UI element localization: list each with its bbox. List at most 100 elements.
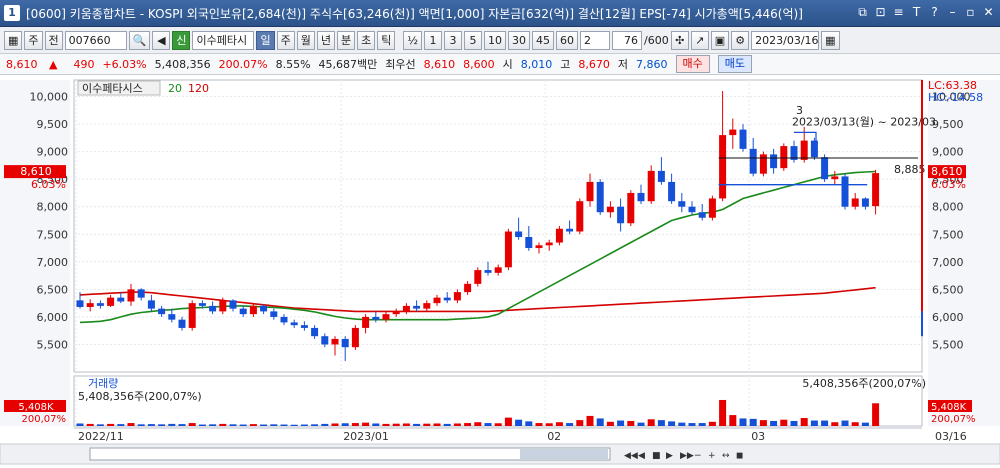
left-volume-pct: 200,07% (22, 414, 67, 425)
quote-bar: 8,610 ▲ 490 +6.03% 5,408,356 200.07% 8.5… (0, 54, 1000, 75)
buy-button[interactable]: 매수 (675, 55, 710, 73)
speaker-icon[interactable]: ◀ (152, 30, 171, 50)
range-total: /600 (644, 33, 669, 47)
current-price: 8,610 ▲ (6, 57, 58, 71)
volume-bar (698, 423, 706, 426)
nav-control-icon[interactable]: + (708, 451, 716, 461)
nav-control-icon[interactable]: ◼ (736, 451, 743, 461)
help-icon[interactable]: ? (931, 5, 938, 19)
volume-bar (759, 420, 767, 426)
candle-body (474, 270, 482, 284)
trend-icon[interactable]: ↗ (690, 30, 709, 50)
y-tick-label-right: 6,000 (932, 311, 964, 324)
period-week-button[interactable]: 주 (276, 30, 295, 50)
volume-bar (708, 421, 716, 426)
volume-bar (341, 423, 349, 426)
volume-bar (270, 424, 278, 426)
volume-bar (535, 423, 543, 426)
volume-bar (249, 424, 257, 426)
gear-icon[interactable]: ⚙ (731, 30, 750, 50)
count-select[interactable]: 2 (580, 30, 611, 50)
period-day-button[interactable]: 일 (256, 30, 275, 50)
best-label: 최우선 (385, 58, 416, 71)
interval-half-button[interactable]: ½ (403, 30, 423, 50)
nav-control-icon[interactable]: ■ (652, 451, 661, 461)
candle-body (249, 305, 257, 315)
volume-value: 5,408,356 (154, 57, 211, 71)
volume-bar (86, 423, 94, 426)
interval-45-button[interactable]: 45 (532, 30, 555, 50)
stock-type-select[interactable]: 주 (24, 30, 43, 50)
tools-icon[interactable]: ✣ (670, 30, 689, 50)
save-icon[interactable]: ▣ (710, 30, 730, 50)
interval-30-button[interactable]: 30 (508, 30, 531, 50)
link-icon[interactable]: ⧉ (858, 5, 867, 19)
nav-control-icon[interactable]: ▶ (666, 451, 673, 461)
lock-icon[interactable]: ⊡ (875, 5, 886, 19)
volume-bar (831, 422, 839, 426)
search-icon[interactable]: 🔍 (128, 30, 151, 50)
open-value: 8,010 (520, 57, 553, 71)
candle-body (239, 308, 247, 315)
y-tick-label-left: 5,500 (37, 338, 69, 351)
y-tick-label-left: 9,000 (37, 146, 69, 159)
ask-value: 8,610 (423, 57, 456, 71)
period-year-button[interactable]: 년 (316, 30, 335, 50)
restore-icon[interactable]: ▫ (966, 5, 975, 19)
interval-3-button[interactable]: 3 (444, 30, 463, 50)
period-minute-button[interactable]: 분 (336, 30, 356, 50)
volume-bar (372, 423, 380, 426)
volume-pct: 200.07% (218, 57, 268, 71)
interval-1-button[interactable]: 1 (424, 30, 443, 50)
volume-bar (433, 423, 441, 426)
y-tick-label-left: 6,000 (37, 311, 69, 324)
candle-body (606, 206, 614, 213)
candle-body (515, 231, 523, 238)
volume-bar (443, 423, 451, 426)
nav-control-icon[interactable]: ↔ (722, 451, 730, 461)
volume-bar (851, 422, 859, 426)
candle-body (331, 338, 339, 345)
nav-control-icon[interactable]: ◀ (638, 451, 645, 461)
candle-body (851, 198, 859, 207)
menu-icon[interactable]: ≡ (893, 5, 904, 19)
period-tick-button[interactable]: 틱 (377, 30, 396, 50)
nav-control-icon[interactable]: ▶▶ (680, 451, 694, 461)
chart-area[interactable]: 거래량 5,408,356주(200,07%) 5,408,356주(200,07%… (0, 76, 1000, 468)
volume-legend-value: 5,408,356주(200,07%) (78, 390, 202, 403)
range-input[interactable]: 76 (612, 30, 643, 50)
volume-bar (147, 424, 155, 426)
stock-type2-select[interactable]: 전 (44, 30, 63, 50)
close-icon[interactable]: ✕ (983, 5, 994, 19)
sell-button[interactable]: 매도 (717, 55, 753, 73)
candle-body (321, 336, 329, 345)
volume-bar (494, 423, 502, 426)
minimize-icon[interactable]: – (949, 5, 956, 19)
new-badge[interactable]: 신 (172, 30, 191, 50)
y-tick-label-left: 8,000 (37, 201, 69, 214)
interval-60-button[interactable]: 60 (556, 30, 579, 50)
stock-name-field: 이수페타시 (192, 30, 255, 50)
candle-body (729, 129, 737, 136)
volume-bar (739, 418, 747, 426)
grid-icon[interactable]: ▦ (4, 30, 23, 50)
nav-control-icon[interactable]: − (694, 451, 702, 461)
candle-body (688, 206, 696, 213)
candle-body (749, 148, 757, 174)
candle-body (311, 327, 319, 337)
horizontal-scrollbar (89, 447, 611, 461)
date-input[interactable]: 2023/03/16 (751, 30, 820, 50)
title-bar: 1 [0600] 키움종합차트 - KOSPI 외국인보유[2,684(천)] … (0, 0, 1000, 27)
lc-label: LC:63.38 (928, 79, 977, 92)
font-icon[interactable]: T (912, 5, 921, 19)
stock-code-input[interactable]: 007660 (64, 30, 127, 50)
interval-10-button[interactable]: 10 (484, 30, 507, 50)
period-month-button[interactable]: 월 (296, 30, 315, 50)
annotation-bracket (794, 131, 817, 158)
interval-5-button[interactable]: 5 (464, 30, 483, 50)
calendar-icon[interactable]: ▦ (821, 30, 840, 50)
price-chart[interactable]: 거래량5,408,356주(200,07%)5,408,356주(200,07%… (0, 76, 1000, 468)
nav-control-icon[interactable]: ◀◀ (624, 451, 638, 461)
period-second-button[interactable]: 초 (357, 30, 376, 50)
